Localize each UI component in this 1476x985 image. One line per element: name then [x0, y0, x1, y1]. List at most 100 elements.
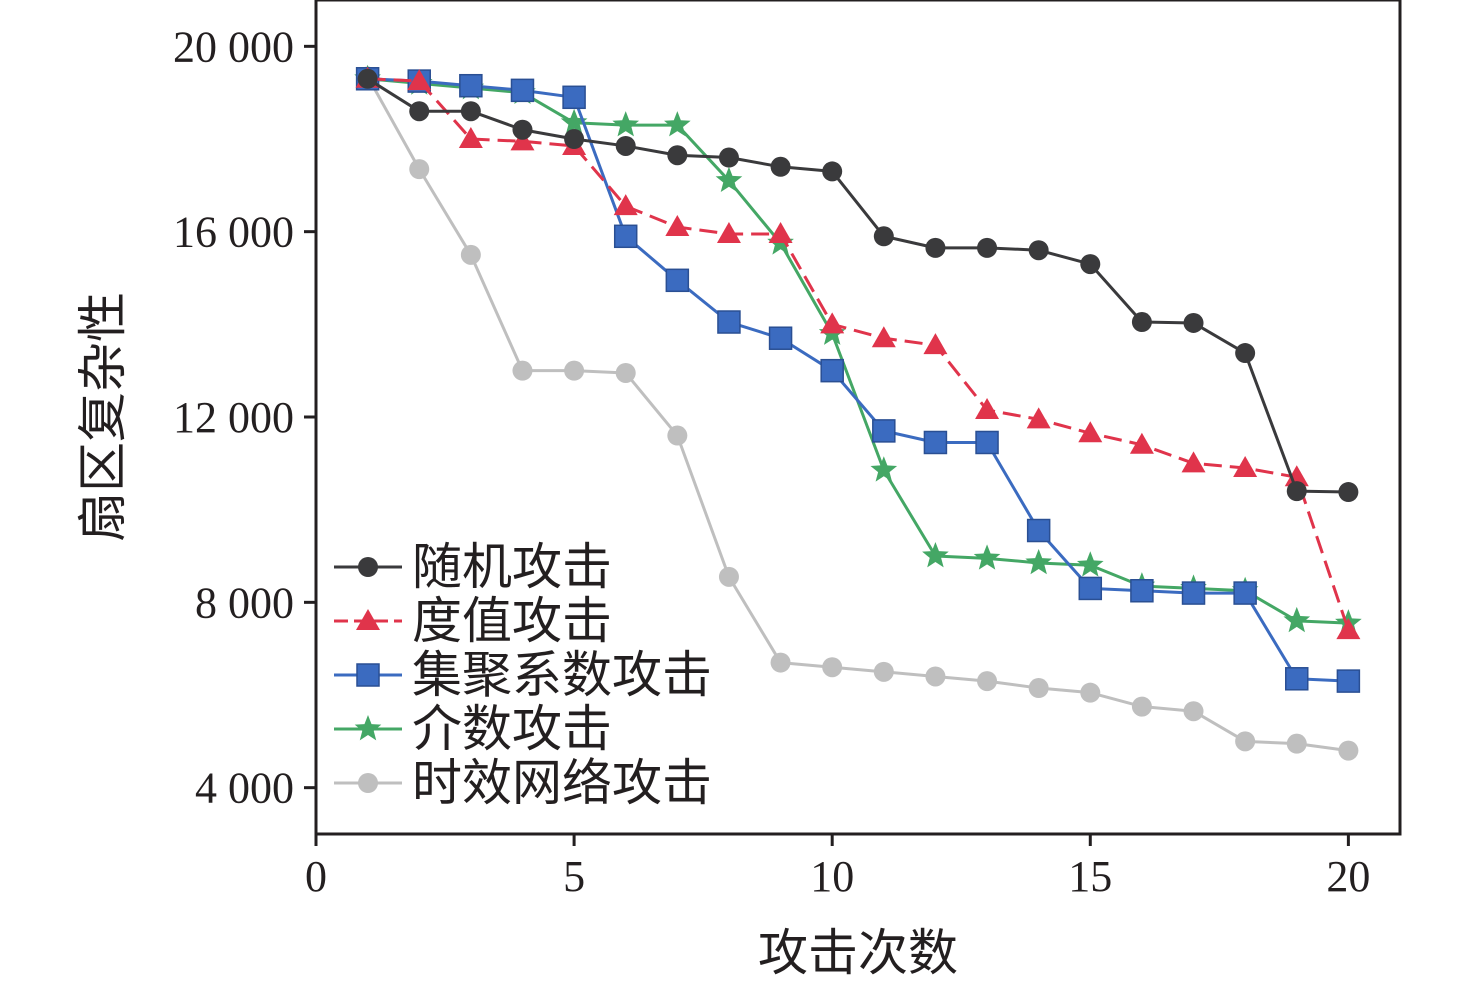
legend-item: 随机攻击 — [334, 539, 612, 595]
series-0 — [357, 68, 1359, 503]
data-point — [1025, 548, 1052, 575]
y-axis-title: 扇区复杂性 — [75, 292, 131, 542]
x-axis-title: 攻击次数 — [758, 925, 958, 981]
data-point — [1080, 254, 1101, 275]
data-point — [1183, 701, 1204, 722]
data-point — [1181, 451, 1206, 473]
data-point — [510, 129, 535, 151]
data-point — [1336, 618, 1361, 640]
data-point — [770, 156, 791, 177]
data-point — [1233, 581, 1257, 605]
data-point — [664, 111, 691, 137]
data-point — [873, 226, 894, 247]
data-point — [973, 544, 1001, 570]
data-point — [564, 360, 585, 381]
data-point — [925, 666, 946, 687]
legend-swatch-marker — [356, 663, 380, 687]
data-point — [768, 221, 793, 243]
data-point — [822, 161, 843, 182]
data-point — [1131, 696, 1152, 717]
data-point — [1076, 551, 1104, 577]
data-point — [560, 108, 588, 135]
data-point — [459, 73, 483, 98]
data-point — [1131, 312, 1152, 333]
y-axis: 4 000 8 000 12 000 16 000 20 000 — [173, 22, 316, 813]
data-point — [1130, 579, 1154, 603]
legend-label: 度值攻击 — [412, 593, 612, 649]
data-point — [977, 237, 998, 258]
data-point — [510, 78, 535, 103]
data-point — [923, 430, 948, 455]
data-point — [1028, 678, 1049, 699]
data-point — [1078, 576, 1103, 601]
data-point — [407, 69, 432, 91]
data-point — [977, 671, 998, 692]
data-point — [564, 129, 585, 149]
data-point — [615, 362, 636, 383]
data-point — [667, 425, 688, 446]
data-point — [716, 221, 741, 243]
data-point — [1336, 669, 1361, 693]
data-point — [870, 456, 898, 482]
data-point — [872, 419, 896, 443]
data-point — [1338, 482, 1359, 503]
data-point — [1338, 740, 1359, 761]
data-point — [562, 85, 586, 110]
data-point — [822, 657, 843, 678]
series-line — [367, 77, 1350, 631]
data-point — [665, 268, 690, 293]
data-point — [667, 145, 688, 166]
data-point — [409, 159, 430, 180]
data-point — [613, 224, 638, 249]
data-point — [922, 542, 949, 568]
data-point — [820, 312, 845, 334]
data-point — [715, 166, 743, 193]
data-point — [512, 360, 533, 381]
series-layer — [354, 64, 1362, 761]
y-tick-label: 4 000 — [195, 764, 294, 813]
data-point — [357, 68, 378, 89]
data-point — [460, 101, 481, 122]
data-point — [1026, 407, 1051, 429]
legend-item: 时效网络攻击 — [334, 755, 712, 811]
data-point — [1080, 682, 1101, 703]
data-point — [871, 326, 896, 348]
data-point — [1183, 312, 1204, 333]
legend-item: 度值攻击 — [334, 593, 612, 649]
data-point — [1285, 667, 1309, 691]
legend-item: 集聚系数攻击 — [334, 647, 712, 703]
y-tick-label: 16 000 — [173, 208, 294, 257]
data-point — [1283, 606, 1311, 633]
x-tick-label: 0 — [305, 852, 327, 901]
legend-label: 随机攻击 — [412, 539, 612, 595]
data-point — [1233, 455, 1258, 477]
data-point — [925, 237, 946, 258]
data-point — [923, 333, 948, 355]
data-point — [665, 215, 690, 237]
data-point — [1286, 733, 1307, 754]
data-point — [1235, 731, 1256, 752]
data-point — [1129, 432, 1154, 454]
data-point — [1028, 240, 1049, 261]
data-point — [718, 566, 739, 587]
series-2 — [355, 67, 1361, 693]
legend-swatch-marker — [358, 557, 378, 577]
legend-swatch-marker — [358, 773, 378, 793]
y-tick-label: 8 000 — [195, 578, 294, 627]
data-point — [820, 358, 844, 383]
legend-label: 时效网络攻击 — [412, 755, 712, 811]
data-point — [1181, 581, 1206, 605]
data-point — [770, 652, 791, 673]
data-point — [613, 194, 638, 216]
legend-swatch-marker — [356, 609, 380, 630]
data-point — [612, 111, 640, 137]
legend-label: 介数攻击 — [412, 701, 612, 757]
y-tick-label: 20 000 — [173, 22, 294, 71]
data-point — [717, 310, 741, 334]
data-point — [873, 661, 894, 682]
data-point — [1284, 465, 1309, 487]
data-point — [975, 398, 1000, 420]
x-tick-label: 5 — [563, 852, 585, 901]
data-point — [1078, 421, 1103, 443]
legend-item: 介数攻击 — [334, 701, 612, 757]
